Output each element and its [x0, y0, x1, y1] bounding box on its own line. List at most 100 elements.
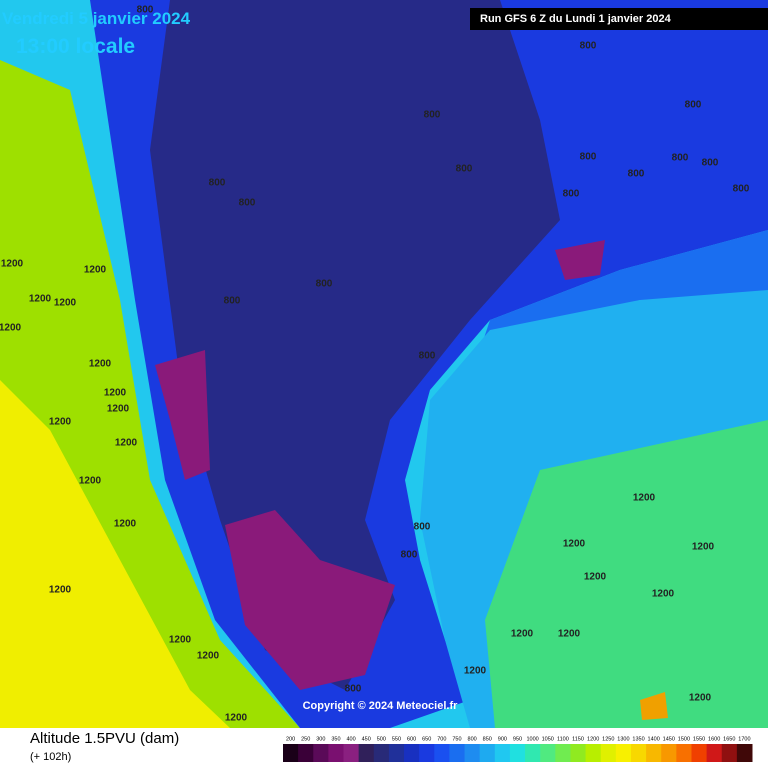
colorbar-swatch: [494, 744, 511, 762]
forecast-lead: (+ 102h): [30, 751, 71, 763]
field-green-east: [485, 420, 768, 728]
colorbar-label: 750: [452, 736, 461, 742]
contour-label: 800: [419, 351, 436, 362]
contour-label: 1200: [197, 651, 220, 662]
colorbar-swatch: [328, 744, 345, 762]
contour-label: 1200: [464, 666, 487, 677]
contour-label: 1200: [511, 629, 534, 640]
contour-label: 800: [345, 684, 362, 695]
colorbar-swatch: [661, 744, 677, 762]
colorbar-swatch: [615, 744, 632, 762]
contour-label: 1200: [1, 259, 24, 270]
contour-label: 800: [672, 153, 689, 164]
colorbar-label: 600: [407, 736, 416, 742]
contour-label: 1200: [49, 417, 72, 428]
contour-label: 1200: [692, 542, 715, 553]
colorbar-swatch: [736, 744, 753, 762]
colorbar-swatch: [449, 744, 466, 762]
contour-label: 800: [239, 198, 256, 209]
colorbar-swatch: [600, 744, 617, 762]
colorbar-label: 650: [422, 736, 431, 742]
contour-label: 800: [563, 189, 580, 200]
contour-label: 1200: [584, 572, 607, 583]
contour-label: 1200: [54, 298, 77, 309]
colorbar-label: 1100: [557, 736, 569, 742]
contour-label: 1200: [633, 493, 656, 504]
contour-label: 1200: [49, 585, 72, 596]
colorbar-label: 1250: [602, 736, 614, 742]
colorbar-label: 850: [483, 736, 492, 742]
contour-label: 800: [401, 550, 418, 561]
colorbar-label: 500: [377, 736, 386, 742]
colorbar-label: 1150: [572, 736, 584, 742]
colorbar-label: 250: [301, 736, 310, 742]
contour-label: 1200: [0, 323, 22, 334]
legend: Altitude 1.5PVU (dam) (+ 102h) 200 250 300…: [30, 730, 753, 763]
legend-title: Altitude 1.5PVU (dam): [30, 730, 179, 747]
colorbar-label: 1550: [693, 736, 705, 742]
colorbar-swatch: [419, 744, 435, 762]
colorbar-label: 350: [331, 736, 340, 742]
contour-label: 1200: [689, 693, 712, 704]
contour-label: 800: [580, 41, 597, 52]
colorbar-swatch: [298, 744, 314, 762]
contour-label: 800: [580, 152, 597, 163]
field-orange: [640, 692, 668, 720]
contour-label: 800: [685, 100, 702, 111]
contour-label: 1200: [114, 519, 137, 530]
colorbar-label: 1400: [648, 736, 660, 742]
contour-label: 800: [702, 158, 719, 169]
contour-label: 800: [456, 164, 473, 175]
colorbar-label: 1000: [527, 736, 539, 742]
colorbar-label: 800: [468, 736, 477, 742]
contour-label: 1200: [107, 404, 130, 415]
colorbar-swatch: [646, 744, 662, 762]
colorbar-label: 1200: [587, 736, 599, 742]
colorbar-swatch: [585, 744, 602, 762]
colorbar-label: 200: [286, 736, 295, 742]
colorbar-label: 1600: [708, 736, 720, 742]
colorbar-swatch: [555, 744, 571, 762]
contour-labels: 800 800 800 800 800 800 800 800 800 800 …: [0, 5, 750, 724]
colorbar-swatch: [540, 744, 556, 762]
colorbar-swatch: [525, 744, 541, 762]
colorbar-swatch: [691, 744, 708, 762]
colorbar-swatch: [283, 744, 299, 762]
colorbar-swatch: [388, 744, 405, 762]
colorbar-swatch: [509, 744, 526, 762]
contour-label: 1200: [29, 294, 52, 305]
colorbar-swatch: [343, 744, 360, 762]
forecast-date: Vendredi 5 janvier 2024: [2, 9, 191, 28]
colorbar-swatch: [479, 744, 496, 762]
contour-label: 800: [137, 5, 154, 16]
contour-label: 1200: [563, 539, 586, 550]
contour-label: 800: [224, 296, 241, 307]
contour-label: 800: [414, 522, 431, 533]
colorbar-label: 300: [316, 736, 325, 742]
colorbar-label: 700: [437, 736, 446, 742]
colorbar-swatch: [676, 744, 692, 762]
colorbar-label: 1350: [632, 736, 644, 742]
colorbar-label: 450: [362, 736, 371, 742]
colorbar-swatch: [404, 744, 420, 762]
contour-label: 1200: [104, 388, 127, 399]
field-yellow: [0, 380, 230, 728]
field-purple: [555, 240, 605, 280]
colorbar-swatch: [373, 744, 390, 762]
contour-label: 1200: [84, 265, 107, 276]
contour-label: 1200: [115, 438, 138, 449]
colorbar-swatch: [464, 744, 481, 762]
colorbar-swatch: [358, 744, 375, 762]
contour-label: 1200: [558, 629, 581, 640]
copyright: Copyright © 2024 Meteociel.fr: [303, 700, 459, 712]
colorbar-swatch: [721, 744, 738, 762]
contour-label: 800: [424, 110, 441, 121]
colorbar-label: 550: [392, 736, 401, 742]
colorbar-swatch: [630, 744, 647, 762]
colorbar-label: 1500: [678, 736, 690, 742]
field-purple: [155, 350, 210, 480]
contour-label: 800: [628, 169, 645, 180]
colorbar-label: 400: [346, 736, 355, 742]
colorbar-label: 1700: [738, 736, 750, 742]
